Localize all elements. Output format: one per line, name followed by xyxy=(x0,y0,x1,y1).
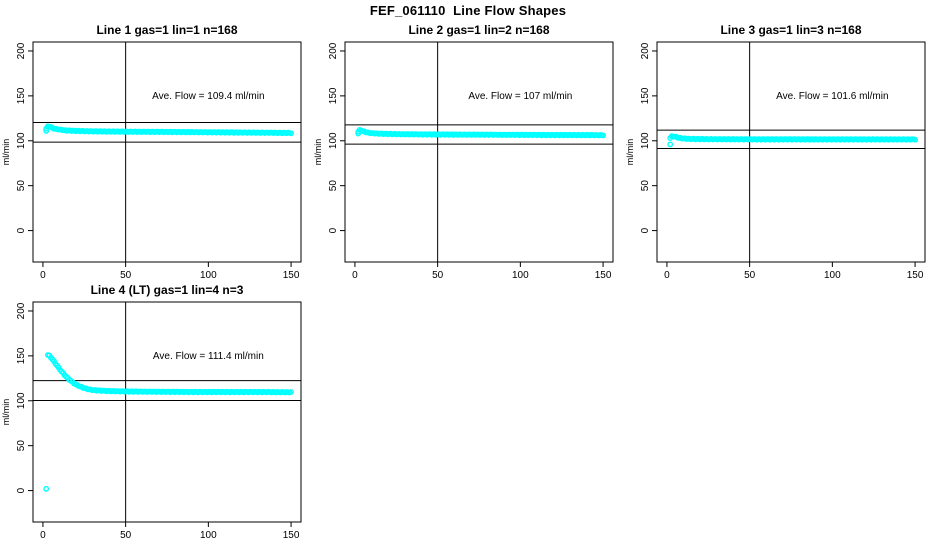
panel-title: Line 2 gas=1 lin=2 n=168 xyxy=(408,23,549,37)
plot-box xyxy=(32,41,302,263)
y-tick-label: 0 xyxy=(16,487,27,493)
y-tick-label: 100 xyxy=(16,392,27,409)
y-axis-label: ml/min xyxy=(313,139,323,166)
y-tick-label: 100 xyxy=(640,132,651,149)
ave-flow-label: Ave. Flow = 109.4 ml/min xyxy=(152,91,264,102)
panel-4: Line 4 (LT) gas=1 lin=4 n=3 0 50 100 150 0 50 1… xyxy=(0,280,312,540)
data-series xyxy=(45,352,294,396)
x-tick-label: 0 xyxy=(664,270,670,280)
x-tick-label: 100 xyxy=(512,270,529,280)
y-tick-label: 150 xyxy=(16,347,27,364)
panel-grid: Line 1 gas=1 lin=1 n=168 0 50 100 150 0 50 100 1… xyxy=(0,20,936,540)
x-tick-label: 0 xyxy=(40,530,46,540)
y-tick-label: 150 xyxy=(328,87,339,104)
y-tick-label: 150 xyxy=(16,87,27,104)
y-tick-label: 50 xyxy=(16,440,27,452)
y-tick-label: 0 xyxy=(328,227,339,233)
x-tick-label: 150 xyxy=(907,270,924,280)
x-tick-label: 0 xyxy=(40,270,46,280)
plot-box xyxy=(344,41,614,263)
data-series xyxy=(355,127,606,139)
ave-flow-label: Ave. Flow = 101.6 ml/min xyxy=(776,91,888,102)
ave-flow-label: Ave. Flow = 107 ml/min xyxy=(468,91,572,102)
x-tick-label: 150 xyxy=(595,270,612,280)
panel-3-plot: Line 3 gas=1 lin=3 n=168 0 50 100 150 0 50 100 1… xyxy=(625,23,926,281)
y-axis-label: ml/min xyxy=(1,139,11,166)
y-tick-label: 0 xyxy=(640,227,651,233)
plot-box xyxy=(32,301,302,523)
panel-1: Line 1 gas=1 lin=1 n=168 0 50 100 150 0 50 100 1… xyxy=(0,20,312,281)
y-tick-label: 100 xyxy=(16,132,27,149)
y-tick-label: 150 xyxy=(640,87,651,104)
data-point xyxy=(288,130,294,137)
x-tick-label: 100 xyxy=(200,530,217,540)
first-data-point xyxy=(667,141,674,148)
panel-3: Line 3 gas=1 lin=3 n=168 0 50 100 150 0 50 100 1… xyxy=(624,20,936,281)
page-title: FEF_061110 Line Flow Shapes xyxy=(369,3,567,18)
panel-1-plot: Line 1 gas=1 lin=1 n=168 0 50 100 150 0 50 100 1… xyxy=(1,23,302,281)
y-tick-label: 0 xyxy=(16,227,27,233)
first-data-point xyxy=(355,130,362,137)
y-tick-label: 200 xyxy=(640,42,651,59)
plot-box xyxy=(656,41,926,263)
panel-2-plot: Line 2 gas=1 lin=2 n=168 0 50 100 150 0 50 100 1… xyxy=(313,23,614,281)
panel-title: Line 3 gas=1 lin=3 n=168 xyxy=(720,23,861,37)
x-tick-label: 150 xyxy=(283,270,300,280)
ave-flow-label: Ave. Flow = 111.4 ml/min xyxy=(153,351,264,362)
x-tick-label: 0 xyxy=(352,270,358,280)
y-tick-label: 50 xyxy=(16,180,27,192)
x-tick-label: 50 xyxy=(120,530,132,540)
y-tick-label: 100 xyxy=(328,132,339,149)
y-tick-label: 50 xyxy=(640,180,651,192)
panel-2: Line 2 gas=1 lin=2 n=168 0 50 100 150 0 50 100 1… xyxy=(312,20,624,281)
panel-title: Line 1 gas=1 lin=1 n=168 xyxy=(96,23,237,37)
y-axis-label: ml/min xyxy=(625,139,635,166)
x-tick-label: 100 xyxy=(824,270,841,280)
data-point xyxy=(600,132,606,139)
x-tick-label: 50 xyxy=(120,270,132,280)
data-point xyxy=(288,389,294,395)
x-tick-label: 50 xyxy=(432,270,444,280)
data-series xyxy=(43,123,294,137)
x-tick-label: 50 xyxy=(744,270,756,280)
panel-4-plot: Line 4 (LT) gas=1 lin=4 n=3 0 50 100 150 0 50 1… xyxy=(1,283,302,540)
y-tick-label: 200 xyxy=(16,42,27,59)
y-tick-label: 200 xyxy=(328,42,339,59)
first-data-point xyxy=(43,128,50,134)
x-tick-label: 150 xyxy=(283,530,300,540)
y-tick-label: 50 xyxy=(328,180,339,192)
data-series xyxy=(667,133,918,143)
panel-title: Line 4 (LT) gas=1 lin=4 n=3 xyxy=(91,283,244,297)
x-tick-label: 100 xyxy=(200,270,217,280)
y-axis-label: ml/min xyxy=(1,399,11,426)
first-data-point xyxy=(43,485,50,492)
y-tick-label: 200 xyxy=(16,302,27,319)
data-point xyxy=(912,136,918,143)
